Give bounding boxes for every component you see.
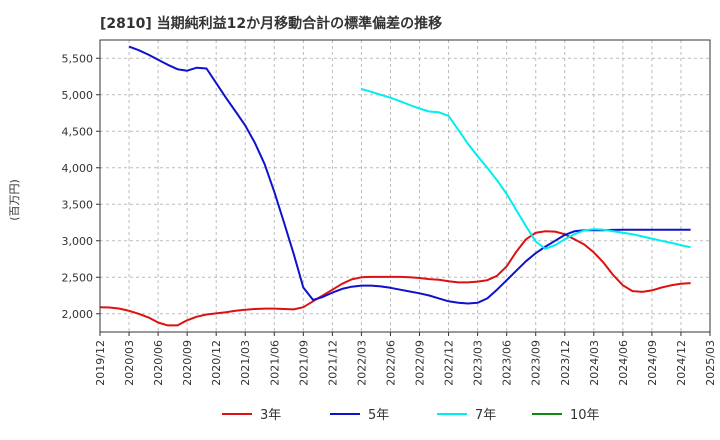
x-tick-label: 2024/03 [588, 340, 601, 386]
x-axis-ticks: 2019/12 2020/03 2020/06 2020/09 2020/12 2021/… [94, 332, 717, 386]
legend-label: 3年 [260, 408, 281, 423]
y-tick-label: 3,000 [62, 235, 94, 248]
x-tick-label: 2020/06 [152, 340, 165, 386]
x-tick-label: 2023/09 [530, 340, 543, 386]
x-tick-label: 2022/03 [355, 340, 368, 386]
x-tick-label: 2025/03 [704, 340, 717, 386]
x-tick-label: 2021/03 [239, 340, 252, 386]
x-tick-label: 2023/03 [472, 340, 485, 386]
x-tick-label: 2021/09 [297, 340, 310, 386]
y-tick-label: 5,000 [62, 89, 94, 102]
x-tick-label: 2021/06 [268, 340, 281, 386]
x-tick-label: 2021/12 [326, 340, 339, 386]
legend: 3年 5年 7年 10年 [222, 408, 600, 423]
x-tick-label: 2024/12 [675, 340, 688, 386]
series-line-3年 [99, 230, 691, 327]
legend-label: 7年 [475, 408, 496, 423]
y-tick-label: 4,500 [62, 125, 94, 138]
chart-title: [2810] 当期純利益12か月移動合計の標準偏差の推移 [100, 15, 442, 32]
legend-label: 10年 [570, 408, 600, 423]
y-tick-label: 2,500 [62, 271, 94, 284]
x-tick-label: 2023/12 [559, 340, 572, 386]
x-tick-label: 2023/06 [501, 340, 514, 386]
series-lines [99, 45, 691, 327]
plot-frame [99, 39, 711, 333]
x-tick-label: 2022/06 [384, 340, 397, 386]
grid [99, 40, 711, 332]
x-tick-label: 2022/09 [414, 340, 427, 386]
y-axis-label: (百万円) [8, 179, 21, 221]
x-tick-label: 2024/06 [617, 340, 630, 386]
series-line-7年 [361, 87, 691, 250]
x-tick-label: 2019/12 [94, 340, 107, 386]
y-tick-label: 4,000 [62, 162, 94, 175]
x-tick-label: 2022/12 [443, 340, 456, 386]
legend-label: 5年 [368, 408, 389, 423]
x-tick-label: 2020/09 [181, 340, 194, 386]
y-tick-label: 3,500 [62, 198, 94, 211]
x-tick-label: 2024/09 [646, 340, 659, 386]
x-tick-label: 2020/12 [210, 340, 223, 386]
x-tick-label: 2020/03 [123, 340, 136, 386]
y-axis-ticks: 2,000 2,500 3,000 3,500 4,000 4,500 5,000 5,500 [62, 52, 100, 321]
y-tick-label: 2,000 [62, 308, 94, 321]
y-tick-label: 5,500 [62, 52, 94, 65]
